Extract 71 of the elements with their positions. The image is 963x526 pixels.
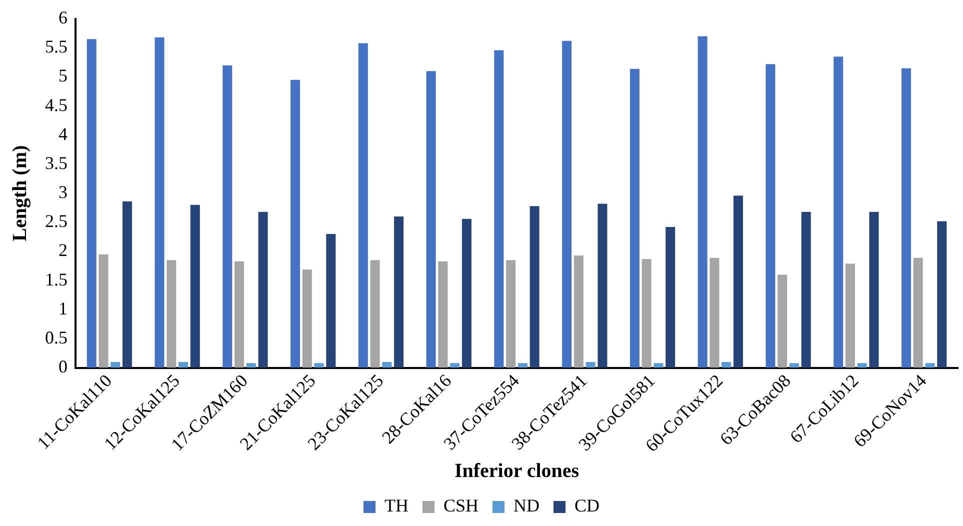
bar: [642, 259, 652, 368]
y-tick-label: 3.5: [45, 152, 68, 173]
bar: [258, 212, 268, 368]
bar: [586, 362, 596, 368]
bar: [358, 43, 368, 368]
bar: [574, 256, 584, 368]
legend-label: TH: [384, 496, 408, 516]
bar: [382, 362, 392, 368]
bar: [506, 260, 516, 368]
bar: [222, 65, 232, 368]
bar: [154, 37, 164, 368]
bar: [426, 71, 436, 368]
bar: [562, 40, 572, 368]
bar: [801, 212, 811, 368]
bar: [845, 264, 855, 368]
bar: [654, 363, 664, 368]
bar: [314, 363, 324, 368]
bar: [234, 261, 244, 368]
x-axis-title: Inferior clones: [454, 460, 580, 482]
bar: [857, 363, 867, 368]
bar: [438, 261, 448, 368]
bar: [326, 234, 336, 368]
bar: [722, 362, 732, 368]
legend-label: ND: [514, 496, 540, 516]
bar: [925, 363, 935, 368]
bar: [869, 212, 879, 368]
bar: [518, 363, 528, 368]
y-tick-label: 5: [58, 66, 68, 86]
bar: [937, 221, 947, 368]
y-tick-label: 2.5: [45, 211, 68, 232]
bar: [913, 258, 923, 368]
y-tick-label: 4.5: [45, 94, 68, 115]
y-tick-label: 6: [58, 8, 68, 28]
y-tick-label: 5.5: [45, 36, 68, 57]
bar: [290, 80, 300, 368]
y-tick-label: 0.5: [45, 327, 68, 348]
bar: [834, 56, 844, 368]
bar: [778, 274, 788, 368]
bar: [246, 363, 256, 368]
bar: [462, 218, 472, 368]
bar: [98, 254, 108, 368]
bar: [190, 204, 200, 368]
y-axis-title: Length (m): [9, 145, 32, 242]
y-tick-label: 1: [58, 298, 68, 318]
bar: [598, 204, 608, 368]
bar: [86, 39, 96, 368]
y-tick-label: 3: [58, 182, 68, 202]
legend-label: CSH: [443, 496, 479, 516]
bar: [630, 68, 640, 368]
bar: [302, 269, 312, 368]
y-tick-label: 1.5: [45, 269, 68, 290]
y-tick-label: 4: [58, 124, 68, 144]
bar: [698, 36, 708, 368]
bar: [733, 196, 743, 368]
bar: [110, 362, 120, 368]
bar: [450, 363, 460, 368]
bar: [530, 206, 540, 368]
bar: [710, 258, 720, 368]
y-tick-label: 2: [58, 240, 68, 260]
bar: [122, 201, 132, 368]
bar: [370, 260, 380, 368]
legend-label: CD: [574, 496, 600, 516]
bar: [494, 50, 504, 368]
bar: [666, 227, 676, 368]
bar: [166, 260, 176, 368]
bar: [789, 363, 799, 368]
bar: [394, 216, 404, 368]
bar: [178, 362, 188, 368]
bar: [901, 68, 911, 368]
bar: [766, 64, 776, 368]
y-tick-label: 0: [58, 356, 68, 376]
